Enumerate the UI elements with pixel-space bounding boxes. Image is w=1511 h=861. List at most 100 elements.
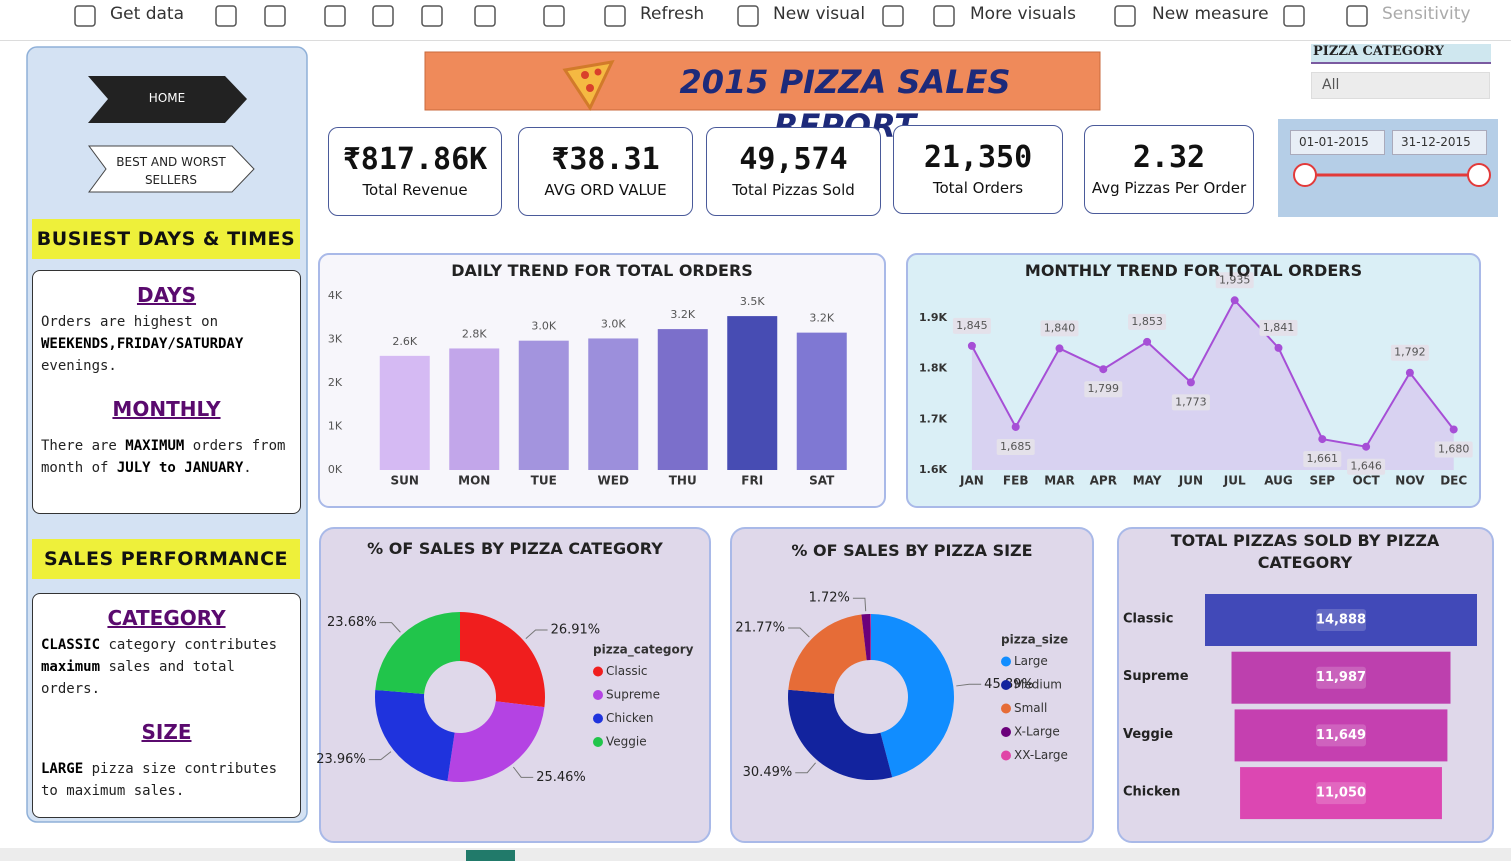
insight-title: MONTHLY [112, 397, 221, 421]
funnel-category-label: Supreme [1123, 669, 1189, 684]
point [1274, 343, 1283, 352]
slice-label: 23.68% [327, 615, 377, 630]
value-label: 1,799 [1088, 382, 1120, 395]
x-tick-label: NOV [1395, 474, 1425, 488]
x-tick-label: DEC [1440, 474, 1467, 488]
kpi-card: ₹817.86K Total Revenue [328, 127, 502, 216]
bar [449, 348, 500, 470]
value-label: 1,840 [1044, 321, 1076, 334]
point [1011, 422, 1020, 431]
leader-line [525, 629, 548, 639]
kpi-label: Total Orders [932, 179, 1024, 197]
legend-label: Chicken [606, 711, 653, 725]
funnel-category-label: Chicken [1123, 785, 1180, 800]
x-tick-label: WED [598, 474, 629, 488]
chart-title: MONTHLY TREND FOR TOTAL ORDERS [1024, 261, 1363, 280]
legend-label: Small [1014, 701, 1047, 715]
kpi-value: 49,574 [739, 142, 848, 177]
y-tick-label: 0K [328, 463, 343, 476]
toolbar-button[interactable]: Get data [110, 4, 184, 24]
x-tick-label: SEP [1309, 474, 1335, 488]
legend-label: Veggie [606, 735, 647, 749]
kpi-card: ₹38.31 AVG ORD VALUE [518, 127, 693, 216]
insight-text-run: sales and total orders. [41, 659, 235, 697]
funnel-category-label: Veggie [1123, 727, 1173, 742]
value-label-bg [952, 317, 991, 334]
insight-text: LARGE pizza size contributes to maximum … [41, 758, 292, 802]
legend-label: Large [1014, 654, 1048, 668]
bar [518, 340, 569, 470]
funnel-category-label: Classic [1123, 612, 1173, 627]
kpi-card: 21,350 Total Orders [893, 125, 1063, 214]
title-banner [424, 51, 1101, 111]
value-label: 1,845 [956, 319, 988, 332]
toolbar-icon [372, 5, 394, 27]
kpi-value: ₹817.86K [342, 142, 488, 177]
nav-home[interactable]: HOME [148, 91, 186, 105]
toolbar-icon [933, 5, 955, 27]
category-slicer-dropdown[interactable]: All [1311, 72, 1490, 99]
bar [727, 316, 778, 470]
legend-swatch [593, 690, 603, 700]
funnel-value-label: 11,987 [1316, 670, 1366, 685]
point [1099, 365, 1108, 374]
insight-title: SIZE [141, 720, 192, 744]
funnel-value-label: 11,050 [1316, 786, 1366, 801]
home-arrow[interactable] [88, 76, 247, 123]
insight-text-run: . [243, 460, 252, 476]
kpi-value: ₹38.31 [551, 142, 660, 177]
insight-text-run: Orders are highest on [41, 314, 219, 330]
point [1362, 442, 1371, 451]
date-end[interactable]: 31-12-2015 [1392, 130, 1487, 155]
value-label-bg [1040, 320, 1079, 337]
toolbar-button[interactable]: Refresh [640, 4, 705, 24]
section-heading: SALES PERFORMANCE [32, 539, 300, 579]
sellers-arrow[interactable] [88, 145, 255, 193]
legend-label: X-Large [1014, 725, 1060, 739]
nav-best-worst[interactable]: BEST AND WORST SELLERS [116, 155, 226, 187]
x-tick-label: OCT [1352, 474, 1380, 488]
value-label: 1,792 [1394, 346, 1426, 359]
point [967, 341, 976, 350]
x-tick-label: FEB [1003, 474, 1029, 488]
value-label: 1,661 [1307, 452, 1339, 465]
toolbar-icon [324, 5, 346, 27]
donut-slice [375, 612, 460, 695]
toolbar-button[interactable]: Sensitivity [1382, 4, 1471, 24]
date-start[interactable]: 01-01-2015 [1290, 130, 1385, 155]
value-label: 1,853 [1131, 315, 1163, 328]
kpi-card: 2.32 Avg Pizzas Per Order [1084, 125, 1254, 214]
legend-label: Medium [1014, 678, 1062, 692]
funnel-label-bg [1316, 666, 1366, 689]
legend-swatch [1001, 727, 1011, 737]
donut-slice [871, 614, 954, 778]
insight-card: DAYS Orders are highest on WEEKENDS,FRIDA… [32, 270, 301, 514]
value-label-bg [1084, 381, 1123, 398]
legend-swatch [1001, 680, 1011, 690]
toolbar-button[interactable]: New measure [1152, 4, 1269, 24]
toolbar-icon [474, 5, 496, 27]
chart-title: TOTAL PIZZAS SOLD BY PIZZA CATEGORY [1170, 531, 1440, 572]
insight-text-run: pizza size contributes to maximum sales. [41, 761, 278, 799]
value-label-bg [1347, 458, 1386, 475]
y-tick-label: 3K [328, 333, 343, 346]
toolbar-button[interactable]: More visuals [970, 4, 1076, 24]
leader-line [368, 751, 392, 761]
insight-text-run: maximum [41, 659, 101, 675]
slice-label: 25.46% [536, 770, 586, 785]
bar [796, 332, 847, 470]
legend-title: pizza_size [1001, 633, 1068, 648]
date-slider-handle [1467, 163, 1491, 187]
legend-swatch [1001, 703, 1011, 714]
bar-value-label: 3.0K [601, 317, 626, 330]
value-label-bg [996, 438, 1035, 455]
point [1405, 368, 1414, 377]
value-label: 1,773 [1175, 395, 1207, 408]
x-tick-label: SUN [391, 474, 419, 488]
toolbar-button[interactable]: New visual [773, 4, 866, 24]
toolbar-icon [215, 5, 237, 27]
tab-strip [0, 848, 1511, 861]
